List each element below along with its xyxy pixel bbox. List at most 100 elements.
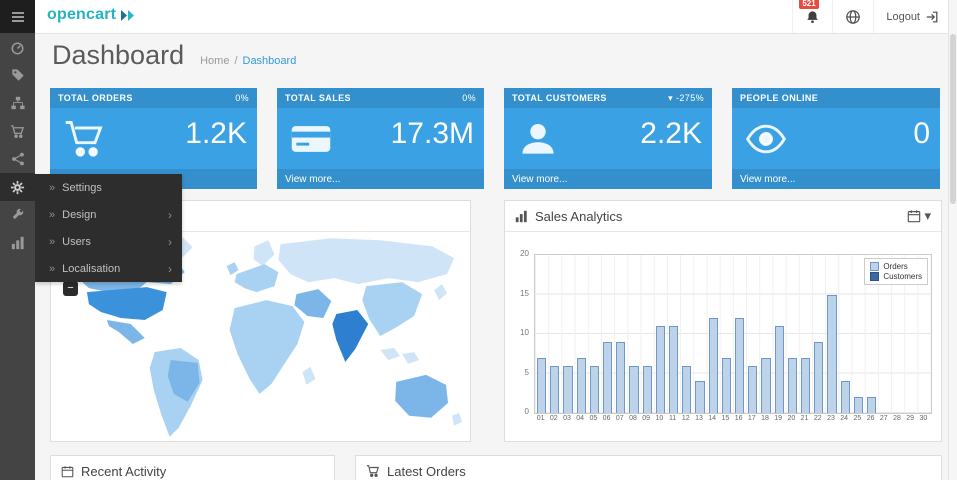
map-region-mexico	[106, 320, 145, 344]
map-region-usa	[86, 287, 167, 321]
sidebar-item-sales[interactable]	[0, 117, 35, 145]
double-chevron-icon: »	[49, 181, 56, 194]
map-region-africa	[229, 300, 305, 394]
tile-delta: 0%	[462, 93, 476, 103]
breadcrumb-home[interactable]: Home	[200, 55, 230, 67]
opencart-logo[interactable]: opencart	[47, 6, 136, 24]
sidebar-item-system[interactable]	[0, 173, 35, 201]
x-tick-label: 28	[893, 415, 901, 422]
sidebar-item-catalog[interactable]	[0, 61, 35, 89]
chart-legend: Orders Customers	[864, 258, 928, 285]
bell-icon: 521	[799, 0, 820, 25]
y-tick-label: 0	[524, 407, 529, 416]
storefront-button[interactable]	[832, 0, 873, 33]
view-more-link[interactable]: View more...	[732, 169, 940, 189]
recent-activity-title: Recent Activity	[81, 463, 167, 479]
scrollbar-thumb[interactable]	[950, 34, 956, 204]
tile-label: PEOPLE ONLINE	[740, 93, 819, 103]
map-region-europe	[234, 264, 279, 293]
breadcrumb-current[interactable]: Dashboard	[242, 55, 297, 67]
double-chevron-icon: »	[49, 235, 56, 248]
sales-analytics-panel: Sales Analytics ▾ 0 5 10 15 20 Orders Custome…	[504, 200, 942, 442]
chart-bar-orders	[853, 397, 863, 413]
chart-bar-orders	[576, 357, 586, 413]
chart-bar-orders	[642, 365, 652, 413]
logout-button[interactable]: Logout	[873, 0, 951, 33]
tile-value: 2.2K	[640, 117, 702, 150]
chart-bar-orders	[629, 365, 639, 413]
sales-chart-plot: Orders Customers	[534, 254, 932, 414]
x-tick-label: 14	[708, 415, 717, 422]
x-tick-label: 25	[853, 415, 862, 422]
chart-range-button[interactable]: ▾	[907, 208, 931, 224]
tile-label: TOTAL ORDERS	[58, 93, 133, 103]
cart-icon	[10, 124, 25, 139]
sidebar-item-tools[interactable]	[0, 201, 35, 229]
opencart-logo-mark-icon	[120, 9, 136, 22]
eye-icon	[744, 117, 788, 161]
submenu-item-users[interactable]: » Users ›	[35, 228, 182, 255]
x-tick-label: 04	[576, 415, 585, 422]
submenu-item-localisation[interactable]: » Localisation ›	[35, 255, 182, 282]
map-zoom-out-button[interactable]: −	[63, 281, 78, 296]
view-more-link[interactable]: View more...	[277, 169, 484, 189]
header-actions: 521 Logout	[792, 0, 951, 33]
map-panel-header	[51, 201, 470, 232]
x-tick-label: 18	[761, 415, 769, 422]
tile-total-sales: TOTAL SALES 0% 17.3M View more...	[277, 88, 484, 189]
submenu-item-design[interactable]: » Design ›	[35, 201, 182, 228]
view-more-link[interactable]: View more...	[504, 169, 712, 189]
breadcrumb: Home / Dashboard	[200, 55, 296, 67]
recent-activity-panel: Recent Activity	[50, 455, 335, 480]
vertical-scrollbar[interactable]	[948, 0, 957, 480]
dashboard-gauge-icon	[10, 40, 25, 55]
sidebar-item-reports[interactable]	[0, 229, 35, 257]
x-tick-label: 19	[774, 415, 783, 422]
chart-x-axis: 01 02 03 04 05 06 07 08 09 10 11 12 13 14 15 16 17 18 19 20…	[534, 415, 930, 427]
x-tick-label: 20	[787, 415, 796, 422]
bar-chart-icon	[11, 236, 25, 250]
breadcrumb-separator: /	[234, 55, 238, 67]
submenu-item-label: Users	[62, 235, 91, 248]
x-tick-label: 22	[813, 415, 822, 422]
x-tick-label: 24	[840, 415, 849, 422]
submenu-item-settings[interactable]: » Settings	[35, 174, 182, 201]
sidebar-item-dashboard[interactable]	[0, 33, 35, 61]
notification-count-badge: 521	[799, 0, 819, 9]
sidebar-item-marketing[interactable]	[0, 145, 35, 173]
tile-total-customers: TOTAL CUSTOMERS ▾ -275% 2.2K View more...	[504, 88, 712, 189]
chart-bar-orders	[734, 318, 745, 413]
x-tick-label: 06	[602, 415, 611, 422]
chart-y-axis: 0 5 10 15 20	[511, 249, 529, 416]
left-sidebar	[0, 0, 35, 480]
x-tick-label: 23	[827, 415, 835, 422]
chart-bar-orders	[563, 365, 573, 413]
submenu-item-label: Design	[62, 208, 97, 221]
legend-swatch	[870, 272, 880, 281]
x-tick-label: 17	[747, 415, 756, 422]
chart-bar-orders	[616, 341, 626, 413]
menu-toggle-button[interactable]	[0, 0, 35, 33]
tile-delta: 0%	[235, 93, 249, 103]
tile-value: 17.3M	[390, 117, 474, 150]
tile-value: 0	[913, 117, 930, 150]
x-tick-label: 29	[906, 415, 915, 422]
chart-bar-orders	[748, 365, 758, 413]
calendar-icon	[908, 210, 921, 223]
gear-icon	[10, 180, 25, 195]
map-region-uk	[226, 262, 239, 276]
hamburger-menu-icon	[11, 11, 25, 23]
chart-bar-orders	[536, 357, 547, 413]
chart-bar-orders	[761, 357, 771, 413]
map-region-madagascar	[302, 366, 316, 385]
chart-bar-orders	[814, 341, 824, 413]
tile-delta: -275%	[675, 93, 704, 103]
x-tick-label: 11	[668, 415, 677, 422]
legend-label: Orders	[883, 262, 908, 271]
y-tick-label: 15	[520, 288, 529, 298]
x-tick-label: 16	[734, 415, 743, 422]
notifications-button[interactable]: 521	[792, 0, 832, 33]
sidebar-item-extensions[interactable]	[0, 89, 35, 117]
map-region-brazil	[167, 359, 200, 402]
chart-bar-orders	[668, 326, 679, 413]
